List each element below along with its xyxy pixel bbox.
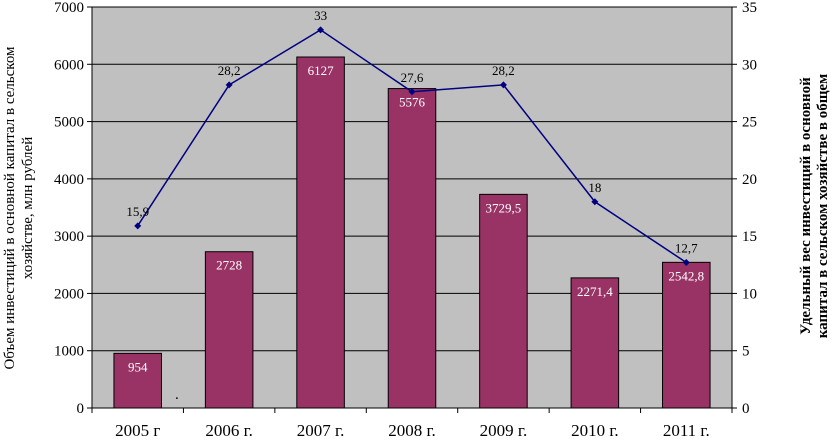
y-right-tick-label: 15 [742, 229, 757, 245]
line-data-label: 33 [314, 8, 327, 23]
bar [570, 277, 620, 409]
line-point [682, 258, 690, 266]
bar [387, 88, 437, 409]
bar [296, 56, 345, 409]
y-right-label-line-1: Удельный вес инвестиций в основной [798, 77, 814, 335]
x-tick-label: 2010 г. [571, 421, 619, 440]
y-left-label-line-2: хозяйстве, млн рублей [20, 137, 36, 279]
y-right-tick-label: 35 [742, 0, 757, 16]
line-data-label: 18 [588, 180, 601, 195]
y-left-tick-label: 2000 [54, 286, 84, 302]
line-data-label: 28,2 [218, 63, 241, 78]
x-tick-label: 2011 г. [663, 421, 710, 440]
x-tick-label: 2005 г [115, 421, 160, 440]
y-right-tick-label: 5 [742, 344, 750, 360]
y-left-tick-label: 0 [77, 401, 85, 417]
line-point [591, 198, 599, 206]
line-data-label: 12,7 [675, 240, 698, 255]
x-tick-label: 2006 г. [205, 421, 253, 440]
line-series [134, 26, 690, 266]
line-data-label: 27,6 [401, 70, 424, 85]
bar-data-label: 3729,5 [486, 200, 522, 215]
y-left-label-line-1: Объем инвестиций в основной капитал в се… [2, 46, 18, 370]
x-tick-label: 2007 г. [297, 421, 345, 440]
bar-data-label: 2542,8 [668, 268, 704, 283]
y-left-tick-label: 5000 [54, 115, 84, 131]
bar [113, 352, 162, 409]
line-data-labels: 15,9 28,2 33 27,6 28,2 18 12,7 [126, 8, 698, 256]
stray-mark: . [175, 387, 179, 403]
y-right-tick-label: 25 [742, 115, 757, 131]
y-right-tick-label: 0 [742, 401, 750, 417]
y-left-tick-label: 6000 [54, 57, 84, 73]
line-point [225, 81, 233, 89]
line-point [408, 88, 416, 96]
bar-data-labels: 954 2728 6127 5576 3729,5 2271,4 2542,8 [128, 63, 704, 374]
y-left-tick-label: 4000 [54, 172, 84, 188]
y-left-tick-label: 3000 [54, 229, 84, 245]
bar-data-label: 5576 [399, 95, 426, 110]
y-right-tick-label: 30 [742, 57, 757, 73]
line-point [134, 222, 142, 230]
y-right-tick-label: 20 [742, 172, 757, 188]
y-left-tick-label: 1000 [54, 344, 84, 360]
bar [479, 193, 528, 409]
bar [662, 261, 711, 409]
line-data-label: 15,9 [126, 204, 149, 219]
y-left-tick-label: 7000 [54, 0, 84, 16]
bar-data-label: 2728 [216, 258, 242, 273]
bar-data-label: 2271,4 [577, 284, 613, 299]
line-point [499, 81, 507, 89]
x-tick-label: 2008 г. [388, 421, 436, 440]
y-right-tick-label: 10 [742, 286, 757, 302]
bar-data-label: 6127 [308, 63, 335, 78]
y-right-label-line-2: капитал в сельском хозяйстве в общем [815, 74, 831, 338]
bar [204, 251, 254, 409]
bar-data-label: 954 [128, 359, 148, 374]
line-point [317, 26, 325, 34]
line-data-label: 28,2 [492, 63, 515, 78]
axes: 0 1000 2000 3000 4000 5000 6000 7000 0 5 10 15 20 25 3… [54, 0, 757, 440]
x-tick-label: 2009 г. [480, 421, 528, 440]
bar-series [113, 56, 711, 409]
